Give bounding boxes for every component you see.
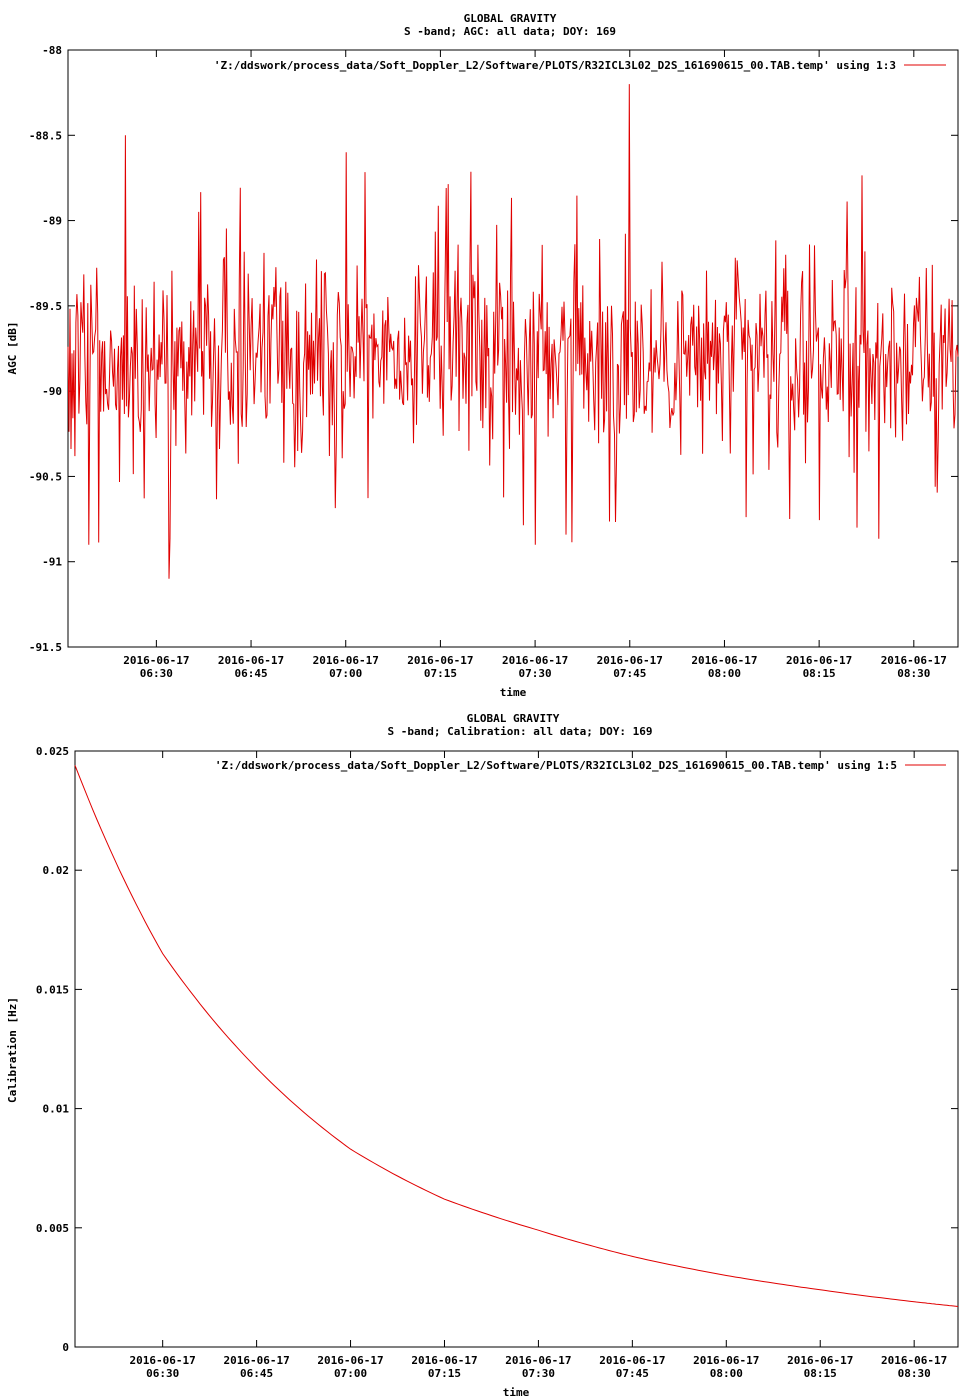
calibration-plot-frame	[74, 750, 959, 1348]
agc-x-tick-date: 2016-06-17	[691, 654, 757, 667]
calibration-x-axis: 2016-06-1706:302016-06-1706:452016-06-17…	[130, 751, 947, 1380]
calibration-legend-label: 'Z:/ddswork/process_data/Soft_Doppler_L2…	[215, 759, 897, 772]
calibration-x-tick-date: 2016-06-17	[505, 1354, 571, 1367]
calibration-y-tick-label: 0.025	[36, 745, 69, 758]
agc-x-tick-label: 07:15	[424, 667, 457, 680]
agc-y-axis-label: AGC [dB]	[6, 322, 19, 375]
calibration-chart-subtitle: S -band; Calibration: all data; DOY: 169	[388, 725, 653, 738]
agc-x-tick-label: 06:45	[234, 667, 267, 680]
agc-chart: GLOBAL GRAVITY S -band; AGC: all data; D…	[6, 12, 959, 699]
agc-y-tick-label: -91	[42, 556, 62, 569]
calibration-x-tick-date: 2016-06-17	[223, 1354, 289, 1367]
calibration-series-line	[74, 765, 959, 1307]
calibration-x-tick-label: 06:45	[240, 1367, 273, 1380]
calibration-x-tick-date: 2016-06-17	[881, 1354, 947, 1367]
agc-x-tick-label: 07:30	[519, 667, 552, 680]
agc-x-tick-date: 2016-06-17	[218, 654, 284, 667]
calibration-chart: GLOBAL GRAVITY S -band; Calibration: all…	[6, 712, 959, 1399]
calibration-y-tick-label: 0.01	[43, 1103, 70, 1116]
calibration-y-tick-label: 0.005	[36, 1222, 69, 1235]
calibration-y-tick-label: 0.015	[36, 983, 69, 996]
agc-y-tick-label: -91.5	[29, 641, 62, 654]
agc-y-tick-label: -89.5	[29, 300, 62, 313]
agc-series-line	[67, 84, 959, 579]
agc-chart-subtitle: S -band; AGC: all data; DOY: 169	[404, 25, 616, 38]
calibration-x-tick-date: 2016-06-17	[599, 1354, 665, 1367]
agc-x-tick-date: 2016-06-17	[881, 654, 947, 667]
agc-y-tick-label: -89	[42, 215, 62, 228]
agc-y-tick-label: -90.5	[29, 470, 62, 483]
calibration-x-tick-label: 08:30	[898, 1367, 931, 1380]
agc-legend-label: 'Z:/ddswork/process_data/Soft_Doppler_L2…	[214, 59, 896, 72]
calibration-x-tick-date: 2016-06-17	[787, 1354, 853, 1367]
calibration-chart-title: GLOBAL GRAVITY	[467, 712, 560, 725]
agc-x-tick-date: 2016-06-17	[407, 654, 473, 667]
agc-x-tick-date: 2016-06-17	[502, 654, 568, 667]
calibration-x-tick-date: 2016-06-17	[317, 1354, 383, 1367]
agc-y-tick-label: -88.5	[29, 129, 62, 142]
calibration-x-tick-date: 2016-06-17	[693, 1354, 759, 1367]
agc-x-tick-date: 2016-06-17	[597, 654, 663, 667]
calibration-x-axis-label: time	[503, 1386, 530, 1399]
agc-x-tick-label: 06:30	[140, 667, 173, 680]
agc-x-tick-label: 08:15	[803, 667, 836, 680]
agc-y-axis: -88 -88.5 -89 -89.5 -90 -90.5 -91 -91.5	[29, 44, 958, 654]
calibration-x-tick-label: 08:00	[710, 1367, 743, 1380]
agc-x-axis-label: time	[500, 686, 527, 699]
agc-x-axis: 2016-06-1706:302016-06-1706:452016-06-17…	[123, 50, 947, 680]
agc-x-tick-label: 08:30	[897, 667, 930, 680]
calibration-x-tick-label: 07:45	[616, 1367, 649, 1380]
calibration-y-tick-label: 0	[62, 1341, 69, 1354]
agc-x-tick-label: 07:45	[613, 667, 646, 680]
calibration-x-tick-label: 08:15	[804, 1367, 837, 1380]
calibration-y-axis-label: Calibration [Hz]	[6, 997, 19, 1103]
agc-y-tick-label: -88	[42, 44, 62, 57]
calibration-y-tick-label: 0.02	[43, 864, 70, 877]
agc-x-tick-date: 2016-06-17	[123, 654, 189, 667]
agc-y-tick-label: -90	[42, 385, 62, 398]
calibration-x-tick-date: 2016-06-17	[130, 1354, 196, 1367]
calibration-x-tick-label: 06:30	[146, 1367, 179, 1380]
calibration-x-tick-label: 07:15	[428, 1367, 461, 1380]
calibration-x-tick-label: 07:00	[334, 1367, 367, 1380]
agc-x-tick-date: 2016-06-17	[313, 654, 379, 667]
agc-chart-title: GLOBAL GRAVITY	[464, 12, 557, 25]
agc-x-tick-date: 2016-06-17	[786, 654, 852, 667]
agc-x-tick-label: 07:00	[329, 667, 362, 680]
agc-x-tick-label: 08:00	[708, 667, 741, 680]
calibration-y-axis: 0.025 0.02 0.015 0.01 0.005 0	[36, 745, 958, 1354]
calibration-x-tick-date: 2016-06-17	[411, 1354, 477, 1367]
calibration-x-tick-label: 07:30	[522, 1367, 555, 1380]
